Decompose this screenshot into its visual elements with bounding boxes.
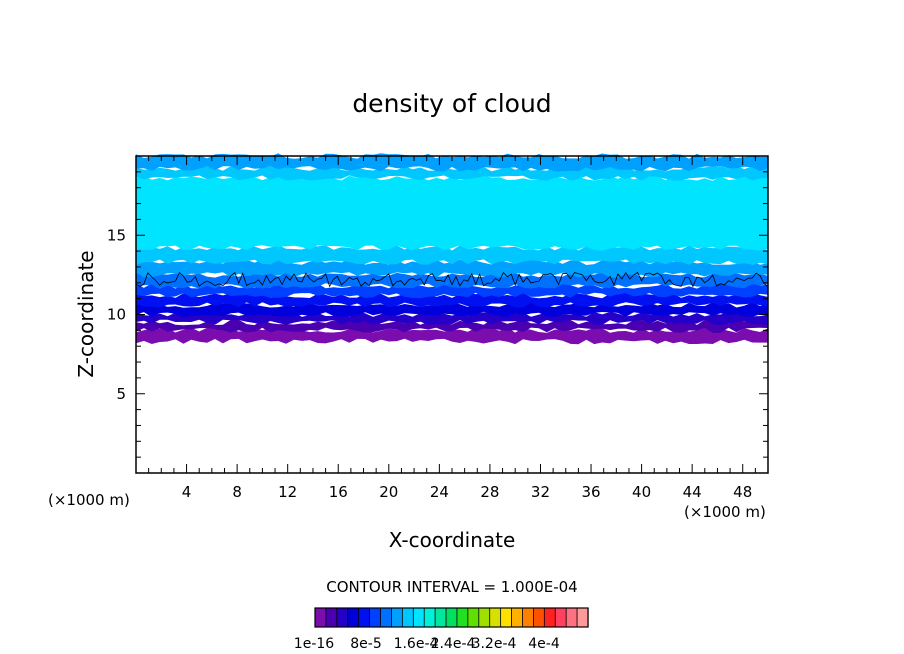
- colorbar-swatch: [314, 607, 327, 628]
- contour-line: [135, 271, 769, 288]
- colorbar-swatch: [445, 607, 458, 628]
- colorbar-swatch: [456, 607, 469, 628]
- colorbar-swatch: [358, 607, 371, 628]
- colorbar-swatch: [369, 607, 382, 628]
- density-band: [136, 153, 768, 172]
- y-axis-label: Z-coordinate: [74, 250, 98, 377]
- colorbar-label: 1.6e-4: [394, 636, 439, 652]
- density-band: [136, 319, 768, 333]
- x-unit-left: (×1000 m): [48, 491, 130, 509]
- colorbar-label: 4e-4: [528, 636, 560, 652]
- colorbar-frame: [314, 607, 589, 628]
- colorbar-label: 2.4e-4: [431, 636, 476, 652]
- density-band: [136, 327, 768, 345]
- x-tick-label: 36: [581, 483, 600, 501]
- colorbar-swatch: [401, 607, 414, 628]
- colorbar-label: 8e-5: [350, 636, 381, 652]
- colorbar: [314, 607, 589, 628]
- x-axis-label: X-coordinate: [389, 528, 516, 552]
- x-tick-label: 8: [232, 483, 242, 501]
- colorbar-label: 3.2e-4: [472, 636, 517, 652]
- colorbar-swatch: [434, 607, 447, 628]
- colorbar-swatch: [500, 607, 513, 628]
- x-tick-label: 28: [480, 483, 499, 501]
- density-band: [136, 259, 768, 278]
- axis-ticks: [136, 156, 768, 473]
- colorbar-swatch: [412, 607, 425, 628]
- density-band: [136, 175, 768, 251]
- contour-lines: [135, 271, 769, 288]
- colorbar-swatch: [565, 607, 578, 628]
- colorbar-swatch: [554, 607, 567, 628]
- colorbar-swatch: [380, 607, 393, 628]
- x-tick-label: 12: [278, 483, 297, 501]
- colorbar-label: 1e-16: [294, 636, 334, 652]
- x-tick-label: 40: [632, 483, 651, 501]
- x-tick-label: 20: [379, 483, 398, 501]
- chart-title: density of cloud: [352, 89, 551, 118]
- density-band: [136, 165, 768, 181]
- colorbar-swatch: [478, 607, 491, 628]
- plot-area: [136, 153, 768, 345]
- contour-interval-text: CONTOUR INTERVAL = 1.000E-04: [326, 578, 577, 596]
- x-tick-label: 48: [733, 483, 752, 501]
- colorbar-swatch: [467, 607, 480, 628]
- colorbar-swatch: [543, 607, 556, 628]
- x-tick-label: 32: [531, 483, 550, 501]
- y-tick-label: 10: [107, 306, 126, 324]
- colorbar-labels: 1e-16 8e-5 1.6e-42.4e-43.2e-4 4e-4: [294, 636, 560, 652]
- x-tick-label: 16: [329, 483, 348, 501]
- colorbar-swatch: [489, 607, 502, 628]
- colorbar-swatch: [533, 607, 545, 628]
- x-tick-label: 24: [430, 483, 449, 501]
- colorbar-swatch: [423, 607, 436, 628]
- colorbar-swatch: [391, 607, 403, 628]
- x-unit-right: (×1000 m): [684, 503, 766, 521]
- density-band: [136, 245, 768, 265]
- colorbar-swatch: [325, 607, 338, 628]
- y-tick-label: 5: [116, 385, 126, 403]
- colorbar-swatch: [347, 607, 360, 628]
- x-tick-label: 44: [683, 483, 702, 501]
- y-tick-label: 15: [107, 226, 126, 244]
- colorbar-swatch: [576, 607, 589, 628]
- colorbar-swatch: [511, 607, 524, 628]
- colorbar-swatch: [336, 607, 349, 628]
- x-tick-label: 4: [182, 483, 192, 501]
- colorbar-swatch: [522, 607, 534, 628]
